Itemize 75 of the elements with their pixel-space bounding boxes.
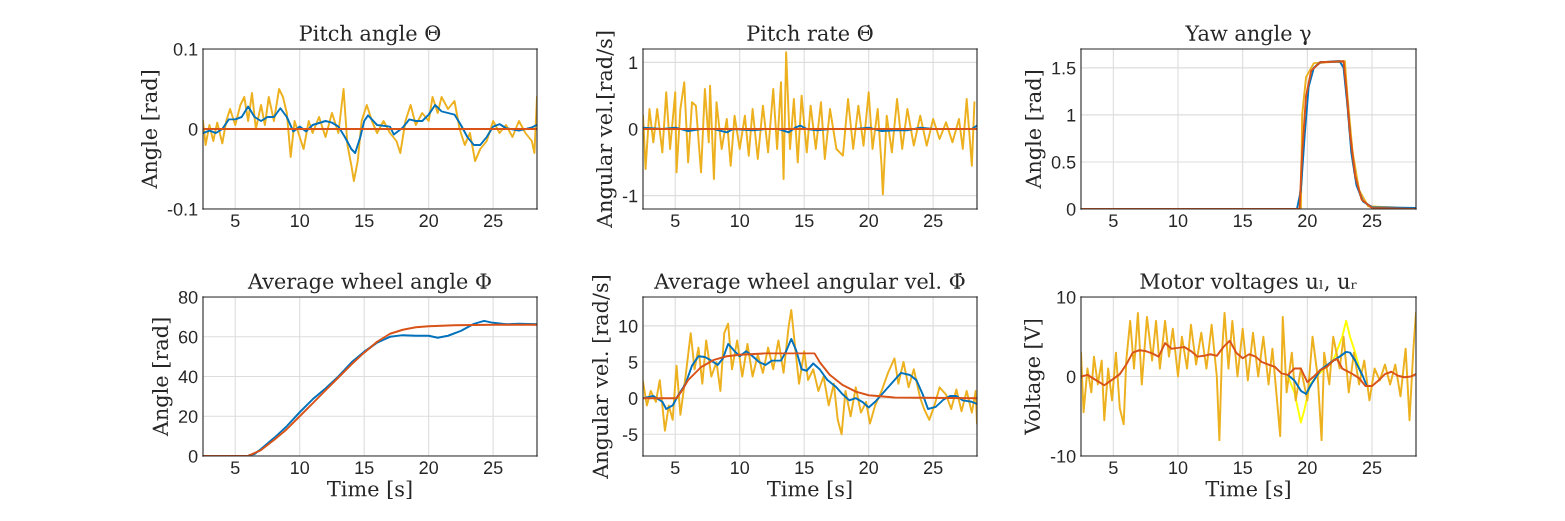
y-tick-label: 20	[178, 410, 198, 423]
x-tick-label: 10	[1169, 214, 1188, 228]
y-tick-label: 0	[628, 122, 638, 136]
line-series	[203, 88, 537, 182]
y-tick-label: -0.1	[167, 202, 198, 216]
x-tick-label: 5	[230, 461, 240, 475]
x-tick-label: 15	[355, 461, 374, 475]
y-tick-label: 10	[619, 319, 638, 333]
line-series	[1081, 311, 1416, 442]
y-axis-title: Angle [rad]	[152, 318, 173, 437]
chart-title: Yaw angle γ	[1185, 24, 1311, 46]
y-tick-label: 0.5	[1051, 155, 1076, 169]
x-tick-label: 15	[795, 214, 814, 228]
x-tick-label: 25	[924, 461, 943, 475]
x-tick-label: 20	[419, 461, 439, 475]
x-tick-label: 5	[670, 214, 680, 228]
x-tick-label: 5	[1109, 461, 1118, 475]
x-tick-label: 15	[355, 214, 374, 228]
x-axis-title: Time [s]	[1205, 480, 1290, 500]
y-axis-title: Angular vel. [rad/s]	[592, 276, 613, 479]
chart-title: Average wheel angle Φ	[247, 272, 491, 294]
x-tick-label: 20	[1298, 214, 1317, 228]
y-tick-label: 0	[188, 449, 198, 463]
y-tick-label: -1	[622, 189, 638, 203]
line-series	[643, 337, 977, 410]
y-tick-label: 0	[628, 392, 638, 405]
y-tick-label: 80	[178, 290, 198, 304]
x-tick-label: 10	[731, 461, 750, 475]
y-tick-label: 0	[1066, 202, 1076, 216]
x-tick-label: 20	[859, 461, 879, 475]
x-tick-label: 25	[484, 461, 503, 475]
y-tick-label: 0	[1066, 370, 1076, 384]
x-tick-label: 20	[419, 214, 439, 228]
y-tick-label: 5	[628, 356, 638, 369]
y-tick-label: 1	[629, 56, 638, 69]
y-tick-label: 40	[178, 370, 198, 384]
y-tick-label: -10	[1050, 449, 1076, 463]
chart-title: Average wheel angular vel. Φ̇	[654, 272, 965, 294]
y-axis-title: Voltage [V]	[1024, 319, 1045, 436]
x-tick-label: 10	[291, 214, 310, 228]
y-axis-title: Angle [rad]	[141, 71, 162, 189]
x-tick-label: 25	[484, 214, 503, 228]
x-tick-label: 20	[859, 214, 879, 228]
line-series	[1286, 350, 1368, 395]
y-tick-label: 10	[1057, 290, 1076, 304]
chart-title: Pitch rate Θ̇	[747, 24, 873, 41]
chart-title: Motor voltages uₗ, uᵣ	[1140, 272, 1357, 294]
x-tick-label: 10	[291, 461, 310, 475]
x-tick-label: 20	[1298, 461, 1317, 475]
line-series	[1081, 339, 1416, 388]
line-series	[643, 352, 977, 400]
x-tick-label: 15	[1234, 214, 1252, 228]
y-axis-title: Angular vel.[rad/s]	[596, 31, 617, 229]
y-tick-label: -5	[622, 428, 638, 442]
y-tick-label: 1	[1067, 109, 1076, 122]
line-series	[643, 309, 977, 436]
y-tick-label: 0.1	[173, 42, 198, 56]
x-tick-label: 10	[1169, 461, 1188, 475]
x-tick-label: 25	[1362, 214, 1382, 228]
x-tick-label: 10	[731, 214, 750, 228]
x-tick-label: 25	[924, 214, 943, 228]
y-tick-label: 1.5	[1052, 61, 1076, 75]
chart-title: Pitch angle Θ	[299, 24, 441, 46]
x-tick-label: 5	[230, 214, 240, 228]
x-tick-label: 15	[795, 461, 814, 475]
line-series	[203, 104, 537, 154]
x-tick-label: 25	[1362, 461, 1382, 475]
y-tick-label: 60	[178, 330, 198, 344]
y-tick-label: 0	[188, 122, 198, 136]
x-axis-title: Time [s]	[767, 480, 852, 500]
y-axis-title: Angle [rad]	[1025, 71, 1046, 189]
x-tick-label: 15	[1234, 461, 1252, 475]
x-tick-label: 5	[670, 461, 680, 475]
x-tick-label: 5	[1109, 214, 1118, 228]
x-axis-title: Time [s]	[327, 480, 412, 500]
